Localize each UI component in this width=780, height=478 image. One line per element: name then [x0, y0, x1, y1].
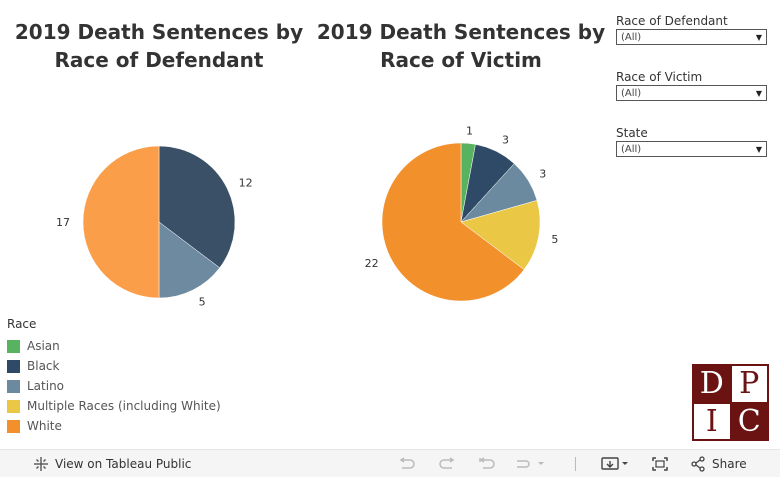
view-on-tableau-public-button[interactable]: View on Tableau Public: [33, 450, 191, 478]
caret-down-icon: ▼: [755, 32, 762, 42]
dpic-logo[interactable]: D P I C: [692, 364, 769, 441]
filter-label: State: [616, 126, 648, 140]
pie-slice-latino[interactable]: [158, 221, 220, 299]
refresh-icon: [517, 460, 544, 468]
filter-race-of-victim: Race of Victim (All) ▼: [616, 70, 767, 101]
legend-item-white[interactable]: White: [7, 416, 221, 436]
logo-letter: P: [731, 366, 767, 402]
tableau-icon: [34, 457, 48, 471]
legend-item-latino[interactable]: Latino: [7, 376, 221, 396]
pause-updates-button[interactable]: [514, 450, 544, 478]
filter-dropdown-race-of-defendant[interactable]: (All) ▼: [616, 29, 767, 45]
undo-icon: [399, 457, 415, 469]
view-on-tableau-label: View on Tableau Public: [55, 457, 192, 471]
chart-title-line: Race of Victim: [380, 48, 542, 72]
logo-letter: D: [694, 366, 730, 402]
caret-down-icon: ▼: [755, 88, 762, 98]
legend-swatch: [7, 359, 20, 373]
legend-label: Asian: [27, 339, 60, 353]
pie-slice-value-label: 22: [365, 257, 379, 270]
download-button[interactable]: [601, 450, 631, 478]
pie-chart-victim[interactable]: 1 3 3 5 22: [0, 0, 600, 320]
toolbar-divider: [575, 450, 576, 478]
download-icon: [601, 457, 628, 470]
pie-slice-value-label: 3: [539, 168, 546, 181]
pie-slice-value-label: 5: [199, 296, 206, 309]
share-icon: [691, 456, 705, 472]
legend-swatch: [7, 379, 20, 393]
fullscreen-button[interactable]: [651, 450, 669, 478]
revert-icon: [479, 457, 495, 469]
legend-swatch: [7, 419, 20, 433]
pie-slice-value-label: 17: [56, 216, 70, 229]
bottom-toolbar: View on Tableau Public: [0, 449, 780, 477]
pie-slice-black[interactable]: [158, 145, 236, 269]
share-button[interactable]: Share: [690, 450, 747, 478]
redo-icon: [439, 457, 455, 469]
legend-label: Black: [27, 359, 60, 373]
pie-slice-white[interactable]: [82, 145, 160, 299]
filter-dropdown-race-of-victim[interactable]: (All) ▼: [616, 85, 767, 101]
filter-value: (All): [621, 143, 642, 155]
legend-label: Multiple Races (including White): [27, 399, 221, 413]
filter-label: Race of Defendant: [616, 14, 728, 28]
undo-button[interactable]: [398, 450, 416, 478]
revert-button[interactable]: [478, 450, 496, 478]
chart-title-line: 2019 Death Sentences by: [316, 20, 606, 44]
filter-value: (All): [621, 87, 642, 99]
filter-label: Race of Victim: [616, 70, 703, 84]
legend-item-multiple-races[interactable]: Multiple Races (including White): [7, 396, 221, 416]
legend-item-asian[interactable]: Asian: [7, 336, 221, 356]
caret-down-icon: ▼: [755, 144, 762, 154]
filter-race-of-defendant: Race of Defendant (All) ▼: [616, 14, 767, 45]
legend-swatch: [7, 399, 20, 413]
pie-slice-value-label: 1: [466, 124, 473, 137]
redo-button[interactable]: [438, 450, 456, 478]
chart-title-defendant: 2019 Death Sentences by Race of Defendan…: [9, 18, 309, 74]
logo-letter: C: [731, 403, 767, 439]
legend-item-black[interactable]: Black: [7, 356, 221, 376]
logo-letter: I: [694, 403, 730, 439]
chart-title-victim: 2019 Death Sentences by Race of Victim: [311, 18, 611, 74]
legend-label: White: [27, 419, 62, 433]
chart-title-line: Race of Defendant: [54, 48, 264, 72]
pie-slice-white[interactable]: [381, 142, 525, 302]
share-label: Share: [712, 457, 747, 471]
filter-state: State (All) ▼: [616, 126, 767, 157]
legend-label: Latino: [27, 379, 65, 393]
legend: Race Asian Black Latino Multiple Races (…: [7, 317, 221, 436]
legend-title: Race: [7, 317, 37, 331]
pie-slice-value-label: 3: [502, 134, 509, 147]
pie-slice-multiple[interactable]: [460, 200, 541, 270]
filter-value: (All): [621, 31, 642, 43]
pie-slice-value-label: 5: [551, 233, 558, 246]
filter-dropdown-state[interactable]: (All) ▼: [616, 141, 767, 157]
pie-slice-value-label: 12: [239, 176, 253, 189]
pie-chart-defendant[interactable]: 12 5 17: [0, 0, 320, 320]
chart-title-line: 2019 Death Sentences by: [14, 20, 304, 44]
fullscreen-icon: [652, 457, 668, 471]
legend-swatch: [7, 339, 20, 353]
